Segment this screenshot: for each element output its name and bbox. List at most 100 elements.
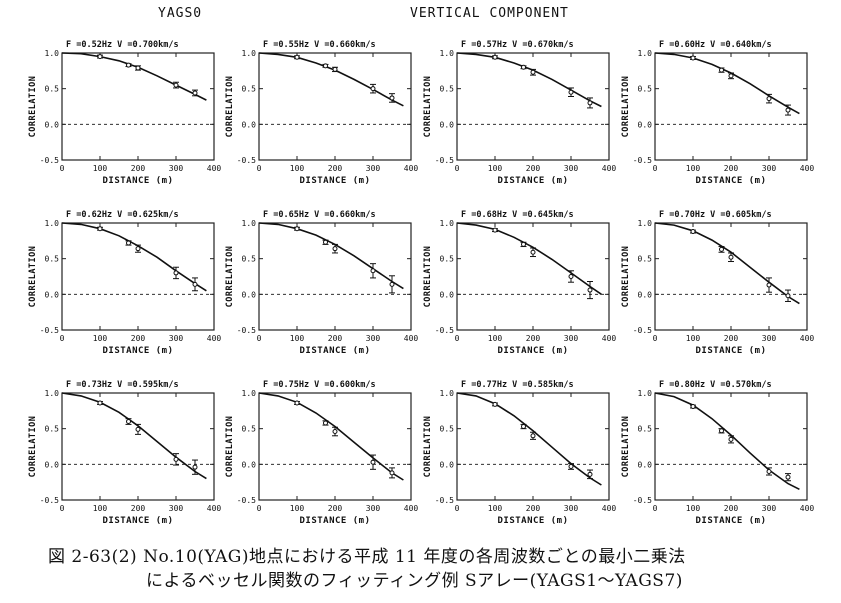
data-point bbox=[587, 100, 593, 106]
y-axis-label: CORRELATION bbox=[28, 76, 38, 138]
data-point bbox=[323, 420, 328, 426]
y-tick-label: 0.0 bbox=[242, 290, 257, 299]
x-tick-label: 400 bbox=[800, 334, 815, 343]
data-point bbox=[530, 69, 536, 75]
header-component: VERTICAL COMPONENT bbox=[410, 6, 569, 21]
x-axis-label: DISTANCE (m) bbox=[497, 516, 568, 526]
correlation-panel: 0 100 200 300 400 -0.5 0.0 0.5 1.0 F =0.62Hz V =0… bbox=[28, 210, 221, 356]
x-tick-label: 0 bbox=[257, 164, 262, 173]
y-axis-label: CORRELATION bbox=[225, 246, 235, 308]
correlation-panel: 0 100 200 300 400 -0.5 0.0 0.5 1.0 F =0.57Hz V =0… bbox=[423, 40, 616, 186]
x-tick-label: 300 bbox=[564, 334, 579, 343]
y-tick-label: 0.5 bbox=[440, 425, 455, 434]
x-tick-label: 0 bbox=[60, 164, 65, 173]
y-tick-label: 0.0 bbox=[440, 290, 455, 299]
data-point bbox=[370, 268, 376, 274]
data-point bbox=[126, 240, 131, 246]
data-point bbox=[492, 54, 498, 60]
data-point bbox=[568, 463, 574, 469]
x-tick-label: 400 bbox=[404, 334, 419, 343]
y-tick-label: 0.5 bbox=[242, 425, 257, 434]
correlation-panel: 0 100 200 300 400 -0.5 0.0 0.5 1.0 F =0.80Hz V =0… bbox=[621, 380, 814, 526]
y-tick-label: -0.5 bbox=[633, 326, 652, 335]
y-tick-label: -0.5 bbox=[40, 326, 59, 335]
y-tick-label: 1.0 bbox=[45, 389, 60, 398]
y-tick-label: 1.0 bbox=[638, 219, 653, 228]
data-point bbox=[97, 226, 103, 232]
plot-frame bbox=[654, 392, 808, 501]
y-axis-label: CORRELATION bbox=[621, 76, 631, 138]
y-tick-label: 0.5 bbox=[440, 85, 455, 94]
y-tick-label: 0.0 bbox=[45, 120, 60, 129]
y-tick-label: 0.5 bbox=[45, 85, 60, 94]
plot-frame bbox=[61, 392, 215, 501]
y-tick-label: 0.5 bbox=[440, 255, 455, 264]
plot-frame bbox=[654, 222, 808, 331]
panel-title: F =0.75Hz V =0.600km/s bbox=[263, 380, 376, 390]
x-tick-label: 300 bbox=[366, 504, 381, 513]
data-point bbox=[568, 274, 574, 279]
y-tick-label: -0.5 bbox=[237, 496, 256, 505]
data-point bbox=[766, 468, 772, 474]
bessel-fit-curve bbox=[258, 52, 404, 107]
x-tick-label: 0 bbox=[60, 504, 65, 513]
data-point bbox=[766, 282, 772, 288]
data-point bbox=[785, 474, 791, 480]
y-tick-label: 0.5 bbox=[638, 255, 653, 264]
y-tick-label: 0.5 bbox=[242, 85, 257, 94]
data-point bbox=[192, 90, 198, 96]
bessel-fit-curve bbox=[61, 222, 207, 292]
y-tick-label: 1.0 bbox=[440, 219, 455, 228]
data-point bbox=[690, 229, 696, 235]
bessel-fit-curve bbox=[654, 222, 800, 305]
bessel-fit-curve bbox=[258, 222, 404, 290]
x-tick-label: 200 bbox=[526, 334, 541, 343]
x-axis-label: DISTANCE (m) bbox=[102, 346, 173, 356]
x-tick-label: 400 bbox=[800, 504, 815, 513]
x-axis-label: DISTANCE (m) bbox=[299, 346, 370, 356]
data-point bbox=[719, 428, 724, 434]
data-point bbox=[192, 464, 198, 470]
x-tick-label: 400 bbox=[207, 504, 222, 513]
x-tick-label: 0 bbox=[257, 504, 262, 513]
data-point bbox=[389, 470, 395, 476]
y-tick-label: 0.5 bbox=[242, 255, 257, 264]
x-tick-label: 100 bbox=[686, 164, 701, 173]
y-tick-label: 1.0 bbox=[45, 49, 60, 58]
y-tick-label: 0.5 bbox=[638, 425, 653, 434]
figure-caption-line2: によるベッセル関数のフィッティング例 Sアレー(YAGS1～YAGS7) bbox=[146, 571, 683, 591]
x-axis-label: DISTANCE (m) bbox=[299, 516, 370, 526]
panel-title: F =0.55Hz V =0.660km/s bbox=[263, 40, 376, 50]
y-axis-label: CORRELATION bbox=[423, 76, 433, 138]
data-point bbox=[370, 459, 376, 465]
y-tick-label: 0.0 bbox=[45, 290, 60, 299]
x-tick-label: 300 bbox=[564, 164, 579, 173]
data-point bbox=[173, 82, 179, 88]
x-axis-label: DISTANCE (m) bbox=[695, 346, 766, 356]
data-point bbox=[492, 401, 498, 407]
correlation-panel: 0 100 200 300 400 -0.5 0.0 0.5 1.0 F =0.60Hz V =0… bbox=[621, 40, 814, 186]
bessel-fit-curve bbox=[61, 52, 207, 101]
correlation-panel: 0 100 200 300 400 -0.5 0.0 0.5 1.0 F =0.75Hz V =0… bbox=[225, 380, 418, 526]
correlation-panel: 0 100 200 300 400 -0.5 0.0 0.5 1.0 F =0.77Hz V =0… bbox=[423, 380, 616, 526]
bessel-fit-curve bbox=[258, 392, 404, 481]
x-tick-label: 200 bbox=[526, 504, 541, 513]
plot-frame bbox=[456, 222, 610, 331]
y-tick-label: 1.0 bbox=[638, 49, 653, 58]
x-tick-label: 300 bbox=[564, 504, 579, 513]
x-axis-label: DISTANCE (m) bbox=[497, 346, 568, 356]
y-tick-label: 0.0 bbox=[440, 460, 455, 469]
x-tick-label: 100 bbox=[686, 504, 701, 513]
y-tick-label: -0.5 bbox=[237, 156, 256, 165]
x-tick-label: 100 bbox=[290, 504, 305, 513]
panel-title: F =0.65Hz V =0.660km/s bbox=[263, 210, 376, 220]
y-tick-label: 1.0 bbox=[242, 389, 257, 398]
data-point bbox=[370, 86, 376, 92]
panel-title: F =0.77Hz V =0.585km/s bbox=[461, 380, 574, 390]
data-point bbox=[521, 424, 526, 430]
y-tick-label: -0.5 bbox=[435, 156, 454, 165]
panel-title: F =0.52Hz V =0.700km/s bbox=[66, 40, 179, 50]
correlation-panel: 0 100 200 300 400 -0.5 0.0 0.5 1.0 F =0.55Hz V =0… bbox=[225, 40, 418, 186]
x-tick-label: 300 bbox=[169, 504, 184, 513]
